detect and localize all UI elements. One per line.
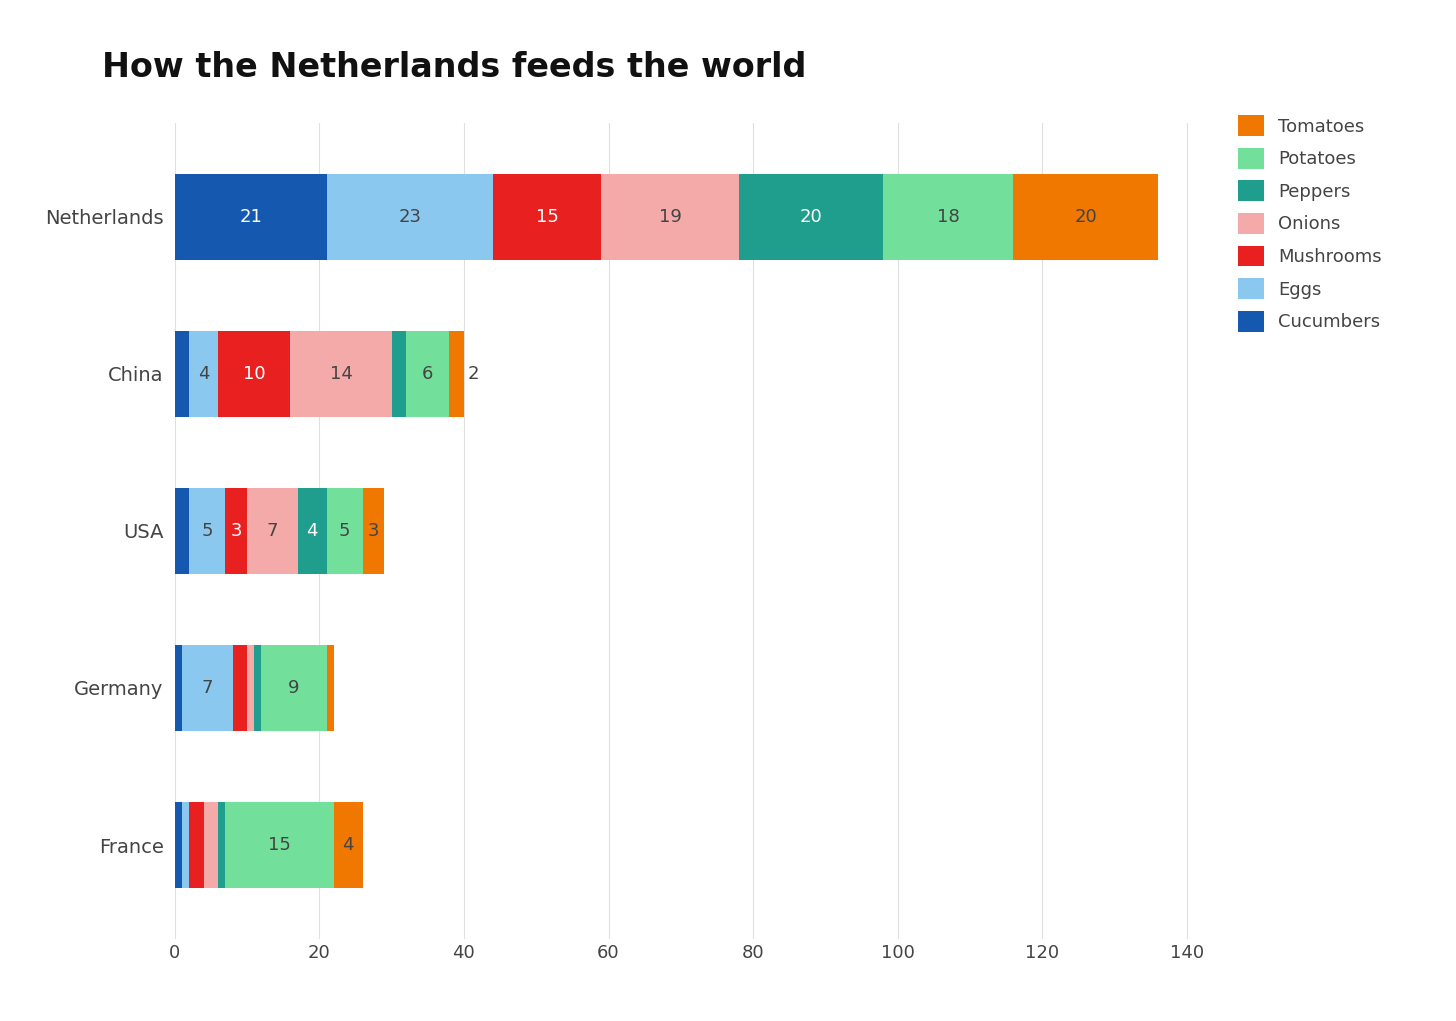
Bar <box>175 488 189 574</box>
Text: 19: 19 <box>658 207 681 226</box>
Text: 5: 5 <box>339 522 351 540</box>
Bar <box>492 174 601 260</box>
Bar <box>218 801 226 888</box>
Bar <box>326 174 492 260</box>
Bar <box>175 645 182 731</box>
Bar <box>884 174 1013 260</box>
Bar <box>204 801 218 888</box>
Bar <box>255 645 262 731</box>
Bar <box>738 174 884 260</box>
Text: 15: 15 <box>268 836 291 855</box>
Bar <box>218 331 290 417</box>
Text: 20: 20 <box>1075 207 1096 226</box>
Text: 3: 3 <box>368 522 380 540</box>
Text: 15: 15 <box>536 207 559 226</box>
Bar <box>182 801 189 888</box>
Text: 4: 4 <box>198 364 210 383</box>
Bar <box>189 331 218 417</box>
Bar <box>297 488 326 574</box>
Text: 18: 18 <box>936 207 960 226</box>
Bar <box>189 488 226 574</box>
Text: 14: 14 <box>329 364 352 383</box>
Bar <box>450 331 464 417</box>
Text: 4: 4 <box>306 522 317 540</box>
Bar <box>226 488 248 574</box>
Bar <box>326 488 363 574</box>
Text: 9: 9 <box>288 679 300 697</box>
Text: 3: 3 <box>230 522 242 540</box>
Text: 10: 10 <box>243 364 265 383</box>
Text: 5: 5 <box>201 522 213 540</box>
Legend: Tomatoes, Potatoes, Peppers, Onions, Mushrooms, Eggs, Cucumbers: Tomatoes, Potatoes, Peppers, Onions, Mus… <box>1239 115 1382 332</box>
Text: 6: 6 <box>422 364 434 383</box>
Text: 2: 2 <box>467 364 479 383</box>
Bar <box>262 645 326 731</box>
Bar <box>601 174 738 260</box>
Text: How the Netherlands feeds the world: How the Netherlands feeds the world <box>102 51 807 84</box>
Bar <box>175 331 189 417</box>
Bar <box>189 801 204 888</box>
Text: 23: 23 <box>397 207 421 226</box>
Bar <box>182 645 233 731</box>
Bar <box>326 645 333 731</box>
Bar <box>363 488 384 574</box>
Bar <box>175 174 326 260</box>
Text: 7: 7 <box>201 679 213 697</box>
Text: 7: 7 <box>266 522 278 540</box>
Bar <box>248 488 297 574</box>
Bar <box>392 331 406 417</box>
Bar <box>333 801 363 888</box>
Text: 20: 20 <box>799 207 823 226</box>
Bar <box>248 645 255 731</box>
Text: 21: 21 <box>239 207 262 226</box>
Bar <box>233 645 248 731</box>
Bar <box>1013 174 1158 260</box>
Bar <box>226 801 333 888</box>
Bar <box>406 331 450 417</box>
Text: 4: 4 <box>342 836 354 855</box>
Bar <box>290 331 392 417</box>
Bar <box>175 801 182 888</box>
